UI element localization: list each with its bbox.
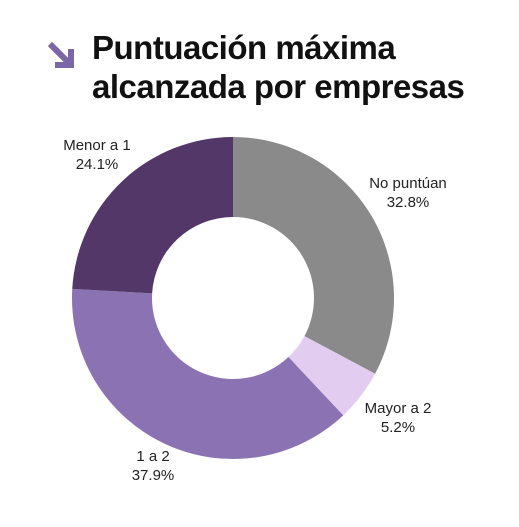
slice-label-1-a-2: 1 a 2	[136, 448, 169, 465]
slice-label-mayor-a-2: Mayor a 2	[365, 400, 432, 417]
slice-label-menor-a-1: Menor a 1	[63, 137, 131, 154]
slice-labels: No puntúan 32.8% Mayor a 2 5.2% 1 a 2 37.9% Me…	[63, 137, 447, 484]
chart-title-line-1: Puntuación máxima	[92, 29, 396, 66]
slice-label-no-puntuan: No puntúan	[369, 175, 447, 192]
slice-value-1-a-2: 37.9%	[132, 467, 175, 484]
slice-no-puntuan	[233, 137, 394, 374]
slice-value-menor-a-1: 24.1%	[76, 156, 119, 173]
donut-slices	[72, 137, 394, 460]
slice-mayor-a-2	[288, 336, 376, 416]
slice-menor-a-1	[72, 137, 233, 294]
arrow-down-right-icon	[47, 41, 74, 68]
slice-1-a-2	[72, 288, 344, 460]
slice-value-no-puntuan: 32.8%	[387, 194, 430, 211]
chart-title-line-2: alcanzada por empresas	[92, 68, 465, 105]
chart-title: Puntuación máxima alcanzada por empresas	[92, 28, 465, 106]
slice-value-mayor-a-2: 5.2%	[381, 419, 415, 436]
